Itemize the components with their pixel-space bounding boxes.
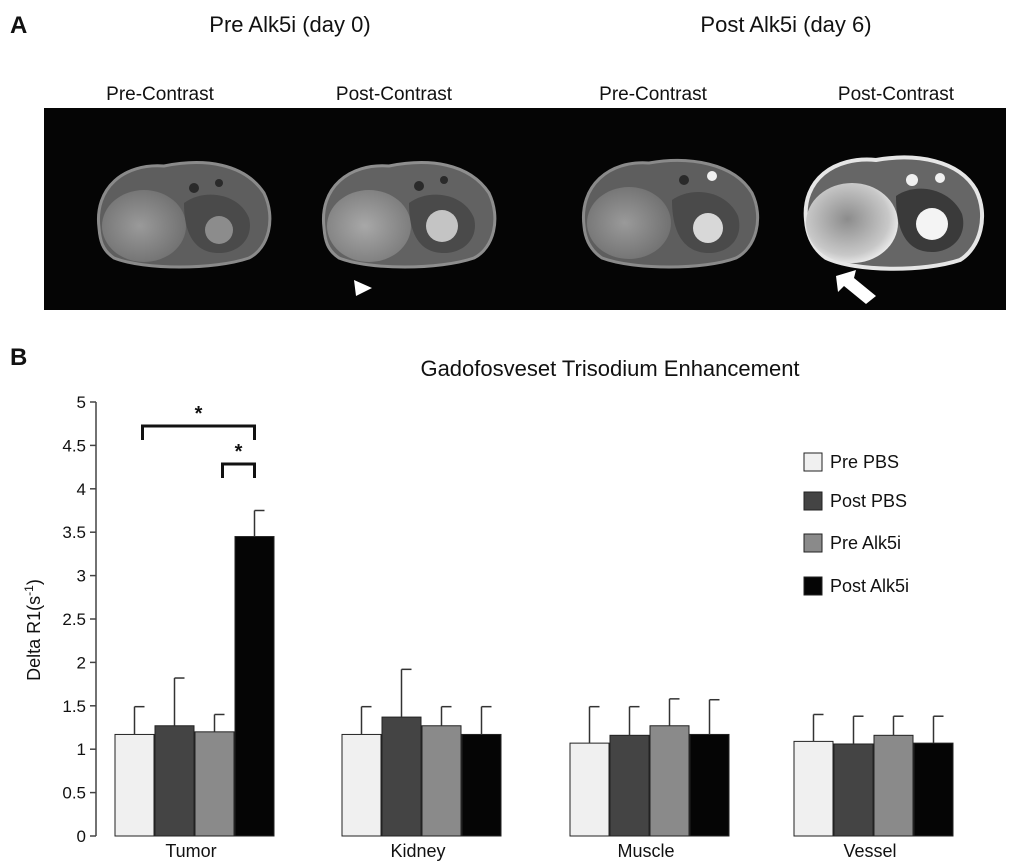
bar bbox=[461, 733, 502, 837]
y-tick-label: 2.5 bbox=[62, 610, 86, 629]
bar bbox=[154, 725, 195, 837]
arrow-marker-icon bbox=[836, 270, 876, 304]
bar bbox=[194, 731, 235, 837]
y-axis-label-superscript: -1 bbox=[22, 585, 36, 596]
group-title-post: Post Alk5i (day 6) bbox=[700, 12, 872, 37]
arrowhead-marker-icon bbox=[354, 280, 372, 296]
bar bbox=[913, 742, 954, 837]
bar bbox=[569, 742, 610, 837]
subtitle-pre-contrast-2: Pre-Contrast bbox=[599, 84, 707, 105]
mri-image-strip bbox=[44, 108, 1006, 310]
y-tick-label: 3 bbox=[77, 567, 86, 586]
y-axis-label-close: ) bbox=[24, 579, 44, 585]
legend-swatch bbox=[803, 452, 823, 472]
mri-slice-4 bbox=[803, 155, 985, 304]
legend-swatch bbox=[803, 576, 823, 596]
panel-b-letter: B bbox=[10, 344, 28, 371]
y-tick-label: 0.5 bbox=[62, 784, 86, 803]
y-tick-label: 1.5 bbox=[62, 697, 86, 716]
bar bbox=[649, 725, 690, 837]
bar bbox=[234, 536, 275, 837]
significance-bracket bbox=[141, 424, 256, 440]
legend-label: Pre PBS bbox=[830, 452, 899, 472]
legend-swatch bbox=[803, 533, 823, 553]
bar bbox=[381, 716, 422, 837]
bar bbox=[421, 725, 462, 837]
y-tick-label: 5 bbox=[77, 393, 86, 412]
subtitle-post-contrast-1: Post-Contrast bbox=[335, 84, 453, 105]
y-tick-label: 2 bbox=[77, 653, 86, 672]
bar bbox=[114, 733, 155, 837]
y-tick-label: 4 bbox=[77, 480, 86, 499]
x-tick-label: Kidney bbox=[390, 841, 445, 861]
significance-star: * bbox=[195, 403, 203, 425]
bar bbox=[609, 734, 650, 837]
significance-bracket bbox=[221, 462, 256, 478]
y-tick-label: 3.5 bbox=[62, 523, 86, 542]
bar bbox=[793, 740, 834, 837]
mri-slice-3 bbox=[581, 159, 760, 269]
chart-title: Gadofosveset Trisodium Enhancement bbox=[420, 356, 799, 381]
legend-swatch bbox=[803, 491, 823, 511]
mri-slice-1 bbox=[96, 161, 272, 269]
x-tick-label: Tumor bbox=[165, 841, 216, 861]
legend-label: Post PBS bbox=[830, 491, 907, 511]
subtitle-pre-contrast-1: Pre-Contrast bbox=[106, 84, 214, 105]
mri-slice-2 bbox=[321, 161, 497, 296]
bar bbox=[873, 734, 914, 837]
panel-a-letter: A bbox=[10, 12, 28, 39]
y-axis-label-text: Delta R1(s bbox=[24, 596, 44, 681]
y-tick-label: 4.5 bbox=[62, 436, 86, 455]
bar bbox=[341, 733, 382, 837]
group-title-pre: Pre Alk5i (day 0) bbox=[209, 12, 371, 37]
y-tick-label: 0 bbox=[77, 827, 86, 846]
subtitle-post-contrast-2: Post-Contrast bbox=[837, 84, 955, 105]
bar-chart: Gadofosveset Trisodium Enhancement Delta… bbox=[22, 356, 954, 861]
y-axis-label: Delta R1(s-1) bbox=[22, 579, 44, 681]
y-tick-label: 1 bbox=[77, 740, 86, 759]
x-tick-label: Vessel bbox=[843, 841, 896, 861]
legend-label: Post Alk5i bbox=[830, 576, 909, 596]
legend-label: Pre Alk5i bbox=[830, 533, 901, 553]
x-tick-label: Muscle bbox=[617, 841, 674, 861]
significance-star: * bbox=[235, 441, 243, 463]
bar bbox=[833, 743, 874, 837]
bar bbox=[689, 733, 730, 837]
